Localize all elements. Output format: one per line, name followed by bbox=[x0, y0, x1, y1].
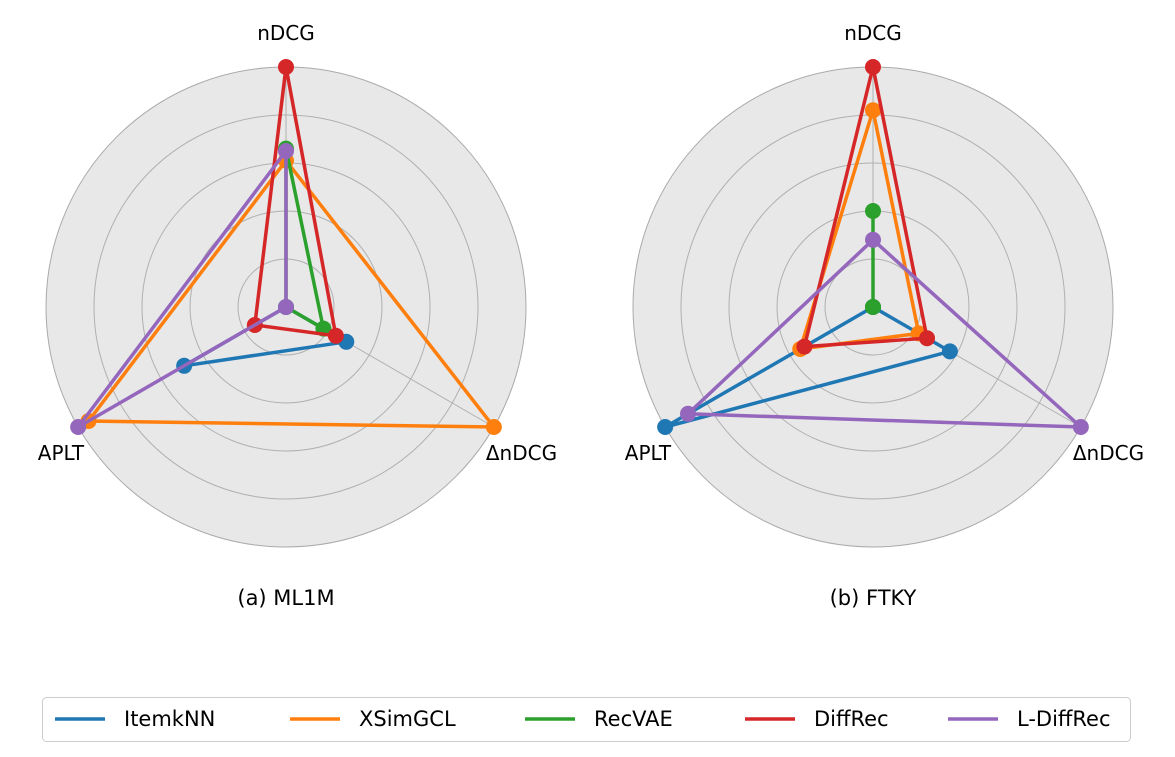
axis-label: nDCG bbox=[257, 21, 315, 45]
axis-label: APLT bbox=[38, 441, 85, 465]
series-line-L-DiffRec bbox=[76, 145, 288, 429]
legend-entry-XSimGCL: XSimGCL bbox=[290, 707, 456, 731]
data-point-ItemkNN bbox=[941, 343, 958, 360]
radar-chart-1: nDCG ΔnDCG APLT (a) ML1M bbox=[38, 21, 557, 610]
data-point-DiffRec bbox=[278, 59, 294, 75]
data-point-DiffRec bbox=[327, 327, 344, 344]
axis-label: APLT bbox=[625, 441, 672, 465]
legend-label: XSimGCL bbox=[359, 707, 456, 731]
legend-label: ItemkNN bbox=[124, 707, 215, 731]
data-point-L-DiffRec bbox=[70, 419, 87, 435]
legend-label: RecVAE bbox=[594, 707, 673, 731]
series-line-ItemkNN bbox=[664, 304, 955, 429]
series-line-DiffRec bbox=[252, 66, 339, 338]
data-point-ItemkNN bbox=[657, 419, 674, 435]
legend-entry-RecVAE: RecVAE bbox=[525, 707, 673, 731]
axis-label: nDCG bbox=[844, 21, 902, 45]
radar-chart-2: nDCG ΔnDCG APLT (b) FTKY bbox=[625, 21, 1144, 610]
legend-box bbox=[42, 697, 1131, 742]
data-point-DiffRec bbox=[865, 59, 881, 75]
series-line-DiffRec bbox=[802, 66, 930, 349]
chart-title: (a) ML1M bbox=[237, 586, 334, 610]
axis-label: ΔnDCG bbox=[1073, 441, 1144, 465]
data-point-DiffRec bbox=[919, 330, 936, 347]
legend-entry-DiffRec: DiffRec bbox=[745, 707, 889, 731]
series-line-XSimGCL bbox=[85, 157, 498, 429]
data-point-RecVAE bbox=[865, 203, 881, 219]
legend-entry-L-DiffRec: L-DiffRec bbox=[948, 707, 1111, 731]
data-point-XSimGCL bbox=[865, 102, 881, 119]
legend: ItemkNN XSimGCL RecVAE DiffRec L-DiffRec bbox=[42, 697, 1131, 742]
data-point-L-DiffRec bbox=[278, 143, 294, 159]
series-line-L-DiffRec bbox=[683, 237, 1086, 429]
legend-label: DiffRec bbox=[814, 707, 889, 731]
axis-label: ΔnDCG bbox=[486, 441, 557, 465]
chart-title: (b) FTKY bbox=[830, 586, 917, 610]
data-point-DiffRec bbox=[796, 338, 813, 355]
data-point-L-DiffRec bbox=[865, 231, 881, 248]
data-point-L-DiffRec bbox=[680, 405, 697, 422]
data-point-L-DiffRec bbox=[278, 299, 294, 315]
legend-entry-ItemkNN: ItemkNN bbox=[55, 707, 215, 731]
legend-label: L-DiffRec bbox=[1017, 707, 1111, 731]
data-point-RecVAE bbox=[865, 299, 881, 315]
data-point-L-DiffRec bbox=[1072, 419, 1089, 435]
data-point-XSimGCL bbox=[485, 419, 502, 435]
